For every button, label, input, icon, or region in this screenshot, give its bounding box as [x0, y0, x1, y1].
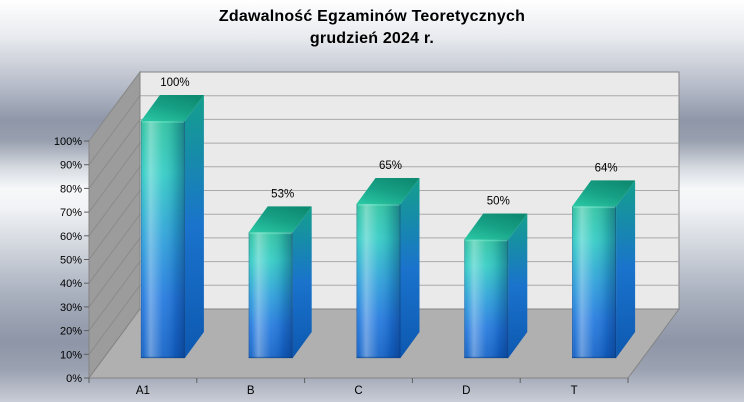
bar-top-D	[464, 213, 528, 240]
chart-title-block: Zdawalność Egzaminów Teoretycznych grudz…	[0, 6, 744, 50]
bar-front-shade-D	[464, 239, 509, 358]
y-tick-label: 0%	[66, 373, 82, 385]
bar-top-A1	[140, 95, 204, 121]
bar-side-T	[616, 180, 636, 358]
side-wall-gridline	[88, 285, 141, 355]
x-tick-label-T: T	[571, 385, 578, 397]
bar-top-C	[356, 177, 420, 204]
side-wall-gridline	[88, 261, 141, 331]
y-tick-label: 100%	[54, 136, 82, 148]
bar-front-shade-A1	[140, 121, 185, 358]
side-wall-gridline	[88, 95, 141, 165]
bar-value-label-B: 53%	[271, 188, 294, 200]
y-tick-label: 30%	[60, 302, 82, 314]
bar-side-B	[292, 206, 312, 358]
side-wall-gridline	[88, 71, 141, 142]
bar-value-label-C: 65%	[379, 160, 402, 172]
y-tick-label: 60%	[60, 231, 82, 243]
x-tick-label-B: B	[247, 385, 255, 397]
bar-front-shade-C	[356, 203, 401, 358]
bar-top-T	[572, 180, 636, 207]
bar-value-label-T: 64%	[595, 162, 618, 174]
y-tick-label: 80%	[60, 183, 82, 195]
side-wall-gridline	[88, 142, 141, 213]
bar-value-label-D: 50%	[487, 196, 510, 208]
bar-front-shade-B	[248, 232, 293, 358]
y-tick-label: 70%	[60, 207, 82, 219]
side-wall-gridline	[88, 190, 141, 260]
bar-side-C	[400, 177, 420, 358]
y-tick-label: 10%	[60, 349, 82, 361]
chart-subtitle: grudzień 2024 r.	[309, 30, 435, 47]
y-tick-label: 50%	[60, 255, 82, 267]
x-tick-label-C: C	[354, 385, 362, 397]
x-tick-label-D: D	[462, 385, 470, 397]
side-wall-gridline	[88, 166, 141, 237]
bar-front-shade-T	[572, 206, 617, 358]
bar-value-label-A1: 100%	[160, 77, 189, 89]
side-wall-gridline	[88, 119, 141, 189]
side-wall-gridline	[88, 237, 141, 308]
y-tick-label: 90%	[60, 160, 82, 172]
y-tick-label: 40%	[60, 278, 82, 290]
bar-top-B	[248, 206, 312, 233]
side-wall-gridline	[88, 213, 141, 284]
chart-title: Zdawalność Egzaminów Teoretycznych	[218, 8, 526, 25]
y-tick-label: 20%	[60, 326, 82, 338]
bar-side-A1	[184, 95, 204, 358]
bar-side-D	[508, 213, 528, 358]
x-tick-label-A1: A1	[136, 385, 150, 397]
